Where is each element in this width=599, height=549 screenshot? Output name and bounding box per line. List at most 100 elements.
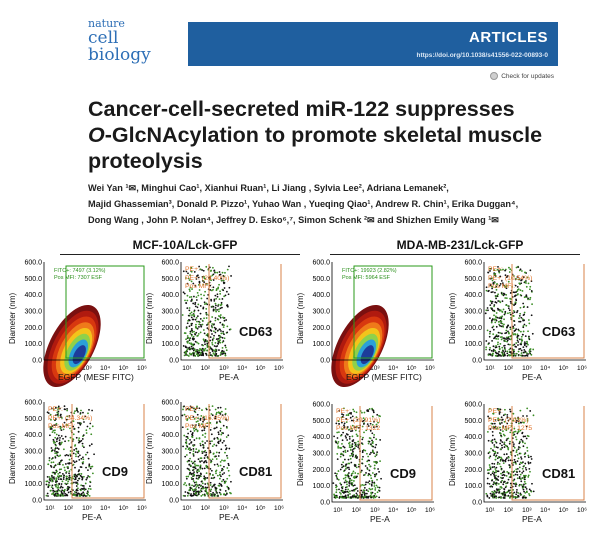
- y-tick-label: 200.0: [464, 467, 482, 474]
- y-tick-label: 100.0: [464, 483, 482, 490]
- y-tick-label: 400.0: [312, 434, 330, 441]
- pe-stat-line: PE+: (24.40%): [185, 274, 230, 282]
- x-tick-label: 10⁶: [137, 505, 147, 512]
- x-axis-label: PE-A: [370, 514, 390, 524]
- authors-line-3: Dong Wang , John P. Nolan⁴, Jeffrey D. E…: [88, 215, 499, 225]
- x-axis-label: PE-A: [219, 512, 239, 522]
- y-tick-label: 500.0: [24, 416, 42, 423]
- marker-label: CD81: [239, 464, 273, 479]
- journal-name-line1: nature: [88, 17, 125, 30]
- density-plot: [331, 304, 389, 388]
- fitc-gate-stats: FITC+: 7497 (3.12%) Pos MFI: 7307 ESF: [54, 268, 106, 282]
- y-tick-label: 100.0: [161, 481, 179, 488]
- pe-stat-line: Pos MFI:: [185, 283, 213, 290]
- x-tick-label: 10⁶: [577, 365, 587, 372]
- x-tick-label: 10⁵: [407, 507, 417, 514]
- x-tick-label: 10⁶: [137, 365, 147, 372]
- x-tick-label: 10³: [219, 365, 229, 372]
- y-tick-label: 200.0: [312, 467, 330, 474]
- flow-plot-mcf-cd63: Diameter (nm) 600.0 500.0 400.0 300.0 200.0 10…: [145, 256, 289, 396]
- marker-label: CD9: [390, 466, 417, 481]
- fitc-mfi: Pos MFI: 5964 ESF: [342, 275, 390, 281]
- pe-stat-line: PE+:: [48, 406, 63, 413]
- y-tick-label: 600.0: [161, 400, 179, 407]
- check-updates-label: Check for updates: [501, 72, 554, 80]
- x-tick-label: 10⁴: [388, 507, 398, 514]
- x-tick-label: 10³: [370, 507, 380, 514]
- pe-stat-line: Pos MFI:: [488, 283, 516, 290]
- x-axis-label: EGFP (MESF FITC): [58, 372, 134, 382]
- y-tick-label: 300.0: [24, 309, 42, 316]
- x-tick-label: 10¹: [333, 507, 343, 514]
- flow-plot-mcf-cd9: Diameter (nm) 600.0 500.0 400.0 300.0 200.0 10…: [8, 396, 152, 536]
- y-tick-label: 500.0: [312, 418, 330, 425]
- x-tick-label: 10¹: [182, 505, 192, 512]
- plot-canvas: 600.0500.0400.0300.0200.0100.00.010¹10²1…: [24, 260, 147, 388]
- x-tick-label: 10²: [201, 505, 211, 512]
- y-tick-label: 100.0: [312, 341, 330, 348]
- y-tick-label: 400.0: [161, 292, 179, 299]
- y-tick-label: 100.0: [24, 481, 42, 488]
- y-tick-label: 400.0: [161, 432, 179, 439]
- y-tick-label: 600.0: [312, 260, 330, 267]
- group-label-mda: MDA-MB-231/Lck-GFP: [396, 238, 524, 252]
- marker-label: CD63: [239, 324, 273, 339]
- flow-plot-mda-egfp: Diameter (nm) 600.0 500.0 400.0 300.0 200.0 10…: [296, 256, 440, 396]
- x-tick-label: 10⁴: [100, 505, 110, 512]
- x-tick-label: 10⁵: [559, 365, 569, 372]
- pe-gate[interactable]: [71, 404, 145, 499]
- pe-gate[interactable]: [511, 406, 585, 501]
- pe-gate[interactable]: [208, 404, 282, 499]
- x-tick-label: 10²: [504, 365, 514, 372]
- x-tick-label: 10⁴: [540, 507, 550, 514]
- y-tick-label: 600.0: [161, 260, 179, 267]
- pe-gate[interactable]: [359, 406, 433, 501]
- plot-canvas: 600.0500.0400.0300.0200.0100.00.010¹10²1…: [312, 260, 435, 388]
- y-tick-label: 200.0: [464, 325, 482, 332]
- y-tick-label: 400.0: [24, 292, 42, 299]
- pe-stat-line: PE+:: [488, 408, 503, 415]
- x-axis-label: PE-A: [219, 372, 239, 382]
- y-tick-label: 600.0: [312, 402, 330, 409]
- fitc-mfi: Pos MFI: 7307 ESF: [54, 275, 102, 281]
- pe-stat-line: PE+:: [185, 266, 200, 273]
- x-tick-label: 10³: [219, 505, 229, 512]
- y-tick-label: 500.0: [161, 276, 179, 283]
- x-tick-label: 10⁴: [100, 365, 110, 372]
- scatter-events: [181, 265, 232, 357]
- y-tick-label: 200.0: [24, 325, 42, 332]
- y-tick-label: 0.0: [169, 498, 179, 505]
- y-tick-label: 0.0: [169, 358, 179, 365]
- journal-logo[interactable]: nature cell biology: [88, 18, 176, 64]
- y-tick-label: 400.0: [464, 434, 482, 441]
- fitc-gate[interactable]: [353, 265, 433, 359]
- x-tick-label: 10⁶: [425, 507, 435, 514]
- pe-gate-stats: PE+: PE+: (10.54%) Pos MFI:: [488, 266, 532, 292]
- x-tick-label: 10⁵: [119, 365, 129, 372]
- article-type: ARTICLES: [469, 29, 548, 46]
- plot-axes: [483, 404, 586, 503]
- pe-gate[interactable]: [511, 264, 585, 359]
- check-updates-button[interactable]: Check for updates: [490, 72, 554, 80]
- title-line-2-rest: -GlcNAcylation to promote skeletal muscl…: [104, 123, 543, 147]
- x-tick-label: 10⁴: [237, 505, 247, 512]
- fitc-gate[interactable]: [65, 265, 145, 359]
- pe-gate-stats: PE+: PE+: (7.93%) Pos MFI: 1275: [488, 408, 532, 434]
- flow-plot-mda-cd63: Diameter (nm) 600.0 500.0 400.0 300.0 200.0 10…: [448, 256, 592, 396]
- x-tick-label: 10⁴: [388, 365, 398, 372]
- x-tick-label: 10⁶: [425, 365, 435, 372]
- scatter-events: [45, 405, 95, 497]
- x-tick-label: 10¹: [45, 505, 55, 512]
- y-tick-label: 500.0: [464, 276, 482, 283]
- x-tick-label: 10³: [522, 507, 532, 514]
- x-tick-label: 10³: [82, 365, 92, 372]
- flow-plot-mcf-egfp: Diameter (nm) 600.0 500.0 400.0 300.0 200.0 10…: [8, 256, 152, 396]
- article-banner: ARTICLES https://doi.org/10.1038/s41556-…: [188, 22, 558, 66]
- doi-link[interactable]: https://doi.org/10.1038/s41556-022-00893…: [416, 52, 548, 59]
- x-tick-label: 10⁴: [237, 365, 247, 372]
- pe-gate[interactable]: [208, 264, 282, 359]
- group-underline-mcf10a: [60, 254, 300, 255]
